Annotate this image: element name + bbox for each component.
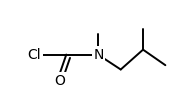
Text: N: N xyxy=(93,48,104,62)
Text: O: O xyxy=(54,74,65,88)
Text: N: N xyxy=(93,48,104,62)
Text: Cl: Cl xyxy=(28,48,41,62)
